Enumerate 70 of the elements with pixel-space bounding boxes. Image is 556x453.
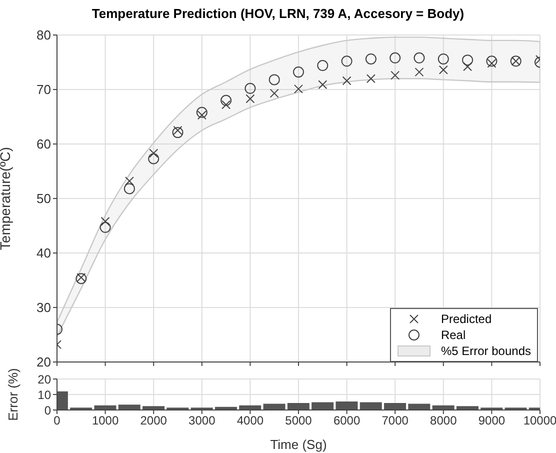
- point: [341, 56, 352, 67]
- y-tick-label: 0: [44, 403, 52, 418]
- y-axis-title: Temperature(ºC): [0, 146, 13, 250]
- point: [438, 53, 449, 64]
- x-axis-title: Time (Sg): [270, 437, 327, 452]
- point: [100, 222, 111, 233]
- point: [390, 70, 400, 80]
- x-tick-label: 4000: [236, 414, 264, 428]
- point: [124, 176, 134, 186]
- point: [365, 53, 376, 64]
- x-tick-label: 6000: [333, 414, 360, 428]
- x-tick-label: 2000: [140, 414, 168, 428]
- bar: [360, 402, 382, 410]
- point: [220, 94, 232, 106]
- y-tick-label: 20: [38, 372, 52, 386]
- point: [270, 88, 279, 98]
- point: [149, 148, 158, 158]
- point: [414, 52, 425, 64]
- bar: [336, 401, 358, 410]
- y-tick-label: 10: [38, 388, 52, 402]
- point: [438, 65, 448, 74]
- y-tick-label: 30: [36, 300, 51, 316]
- x-tick-label: 7000: [382, 414, 409, 428]
- point: [414, 68, 424, 77]
- point: [342, 76, 352, 86]
- point: [366, 74, 376, 84]
- point: [317, 60, 328, 72]
- point: [487, 58, 496, 68]
- x-tick-label: 3000: [188, 414, 216, 428]
- point: [172, 127, 184, 138]
- point: [124, 183, 135, 194]
- bar: [118, 404, 140, 410]
- point: [148, 153, 160, 164]
- y-tick-label: 40: [36, 246, 51, 261]
- bar: [456, 406, 478, 410]
- point: [294, 84, 303, 94]
- point: [196, 106, 208, 118]
- legend-label: Predicted: [440, 312, 492, 326]
- point: [293, 66, 304, 78]
- x-tick-label: 9000: [478, 414, 506, 428]
- x-tick-label: 1000: [92, 414, 119, 428]
- legend-label: Real: [440, 328, 466, 342]
- y-tick-label: 80: [36, 28, 51, 43]
- point: [100, 216, 110, 226]
- y-tick-label: 60: [36, 136, 51, 152]
- point: [244, 82, 256, 94]
- x-tick-label: 0: [54, 414, 61, 428]
- point: [246, 94, 255, 104]
- bar: [142, 406, 165, 410]
- point: [463, 62, 472, 72]
- x-tick-label: 8000: [430, 414, 458, 428]
- bar: [384, 403, 406, 410]
- point: [173, 126, 182, 135]
- x-tick-label: 10000: [523, 414, 556, 428]
- point: [268, 74, 280, 86]
- y-tick-label: 20: [36, 354, 51, 370]
- y-tick-label: 50: [36, 191, 51, 206]
- point: [486, 56, 498, 67]
- point: [318, 80, 328, 90]
- x-tick-label: 5000: [285, 414, 312, 428]
- point: [222, 100, 231, 110]
- bar: [287, 403, 310, 410]
- y-tick-label: 70: [36, 82, 51, 98]
- point: [197, 110, 206, 120]
- bar: [312, 402, 334, 410]
- point: [390, 52, 401, 64]
- point: [462, 54, 474, 66]
- legend-label: %5 Error bounds: [440, 344, 531, 358]
- chart-title: Temperature Prediction (HOV, LRN, 739 A, Accesory = Body): [90, 6, 466, 21]
- y-axis-title: Error (%): [6, 368, 21, 421]
